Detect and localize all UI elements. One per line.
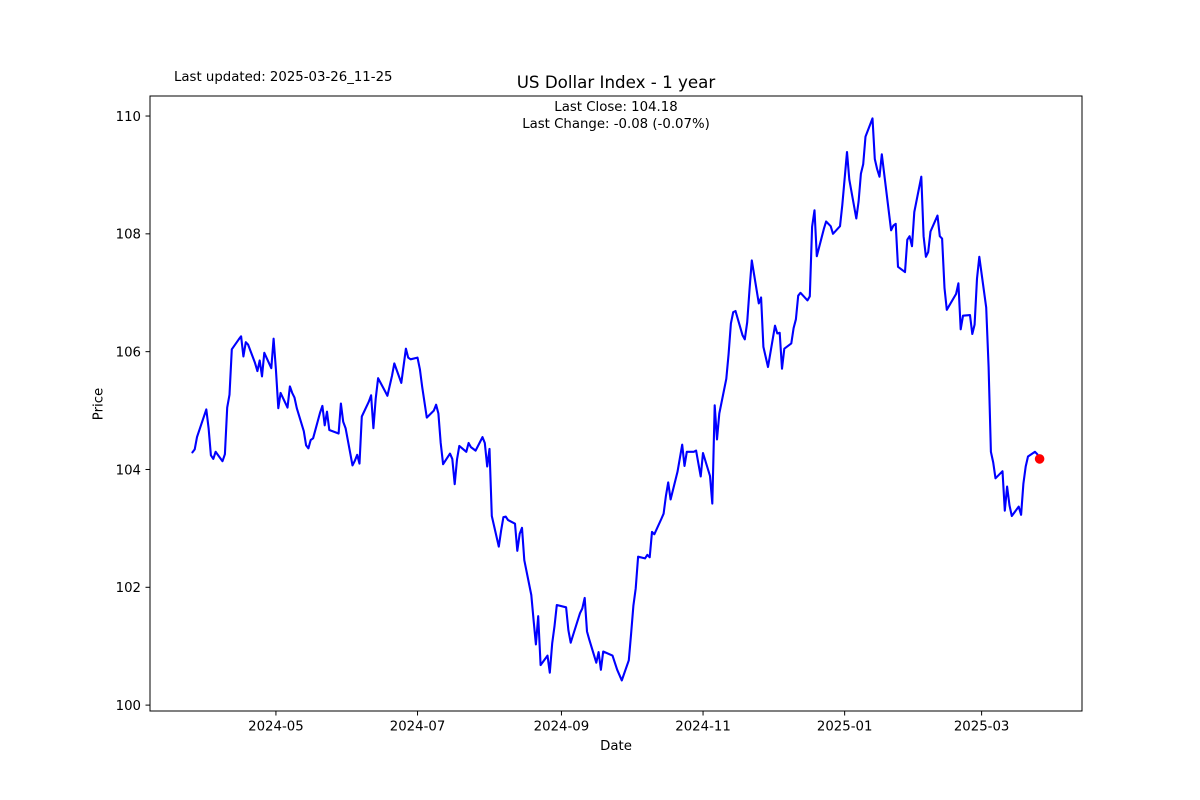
last-change-text: Last Change: -0.08 (-0.07%) bbox=[522, 117, 710, 132]
y-tick-label: 108 bbox=[116, 228, 141, 243]
x-tick-label: 2024-05 bbox=[248, 720, 304, 735]
x-axis-label: Date bbox=[600, 739, 632, 754]
y-tick-label: 106 bbox=[116, 345, 141, 360]
chart-title: US Dollar Index - 1 year bbox=[516, 72, 716, 92]
last-close-marker bbox=[1034, 454, 1045, 464]
y-axis-label: Price bbox=[91, 387, 107, 421]
plot-border bbox=[149, 95, 1083, 712]
price-line bbox=[191, 117, 1041, 682]
y-tick-label: 100 bbox=[116, 699, 141, 714]
x-tick-label: 2024-11 bbox=[675, 720, 731, 735]
x-tick-label: 2025-01 bbox=[817, 720, 873, 735]
y-tick-label: 102 bbox=[116, 581, 141, 596]
x-tick-label: 2025-03 bbox=[954, 720, 1010, 735]
x-tick-label: 2024-09 bbox=[534, 720, 590, 735]
x-tick-label: 2024-07 bbox=[390, 720, 446, 735]
last-close-text: Last Close: 104.18 bbox=[554, 100, 678, 115]
y-tick-label: 110 bbox=[116, 110, 141, 125]
last-updated-text: Last updated: 2025-03-26_11-25 bbox=[174, 70, 393, 85]
y-tick-label: 104 bbox=[116, 463, 141, 478]
